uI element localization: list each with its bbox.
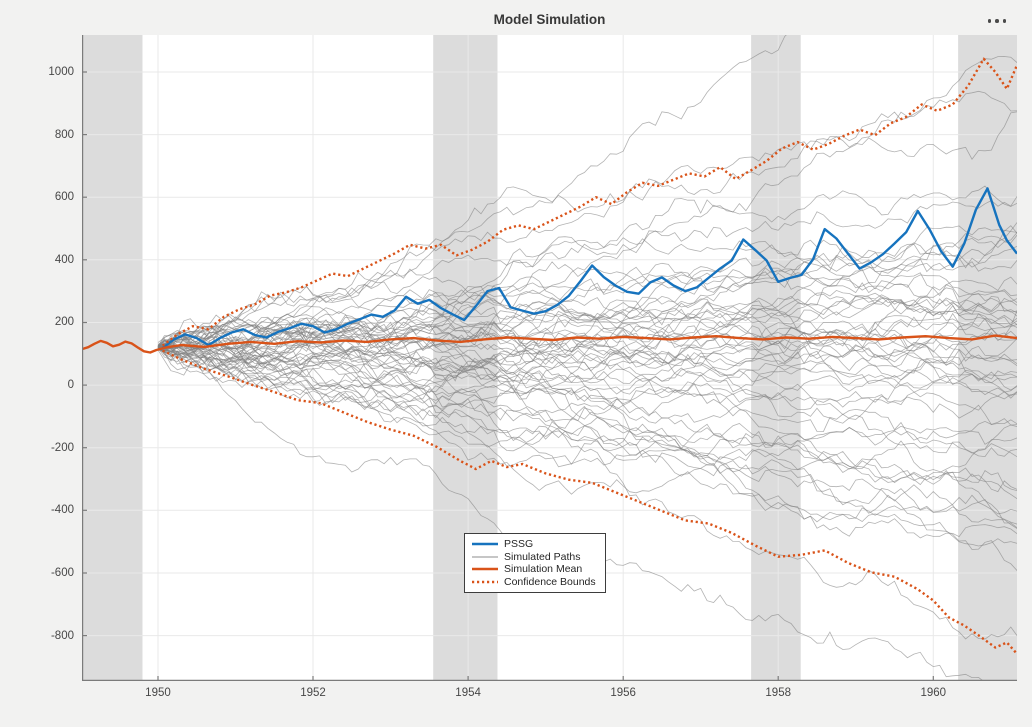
y-tick-label: 600: [54, 191, 74, 204]
recession-band: [82, 35, 143, 681]
plot-area[interactable]: [82, 35, 1017, 681]
simulated-path: [157, 294, 1017, 407]
simulated-path: [157, 289, 1017, 382]
legend-label: Simulation Mean: [504, 563, 583, 576]
simulated-path: [157, 225, 1017, 357]
simulated-path: [157, 322, 1017, 433]
x-tick-label: 1950: [145, 687, 171, 699]
simulated-path: [157, 221, 1017, 351]
series-pssg: [161, 187, 1017, 350]
legend-line-sample: [472, 556, 498, 558]
simulated-path: [157, 56, 1017, 348]
simulated-path: [157, 254, 1017, 370]
simulated-path: [157, 346, 1017, 539]
simulated-path: [157, 252, 1017, 357]
simulated-path: [157, 345, 1017, 547]
simulated-path: [157, 346, 1017, 410]
legend[interactable]: PSSG Simulated Paths Simulation Mean Confid…: [464, 533, 606, 593]
legend-label: PSSG: [504, 538, 534, 551]
simulated-path: [157, 344, 1017, 399]
series-observed-pssg-pre-sample-: [82, 339, 163, 354]
axes-spines: [82, 35, 1017, 681]
legend-item: Simulation Mean: [471, 563, 596, 576]
y-tick-label: -600: [50, 566, 74, 579]
ellipsis-icon: [995, 19, 999, 23]
y-tick-label: 200: [54, 316, 74, 329]
legend-item: Simulated Paths: [471, 551, 596, 564]
legend-label: Confidence Bounds: [504, 575, 596, 588]
simulated-path: [157, 349, 1017, 529]
y-tick-label: 400: [54, 253, 74, 266]
simulated-path: [157, 316, 1017, 367]
legend-line-sample: [472, 542, 498, 546]
legend-line-sample: [472, 567, 498, 571]
y-tick-label: 0: [67, 379, 74, 392]
named-series: [82, 57, 1017, 655]
simulated-path: [157, 90, 1017, 353]
chart-title: Model Simulation: [493, 12, 606, 27]
simulated-path: [157, 331, 1017, 572]
simulated-path: [157, 302, 1017, 371]
simulated-path: [157, 271, 1017, 363]
simulated-path: [157, 329, 1017, 493]
simulated-path: [157, 312, 1017, 373]
ellipsis-icon: [1002, 19, 1007, 23]
series-simulation-mean: [162, 334, 1017, 350]
simulated-path: [157, 348, 1017, 529]
simulated-path: [157, 317, 1017, 411]
simulated-path: [157, 347, 1017, 486]
y-tick-label: -800: [50, 629, 74, 642]
simulated-path: [157, 346, 984, 681]
legend-label: Simulated Paths: [504, 550, 581, 563]
simulated-path: [157, 325, 1017, 441]
simulated-path: [157, 195, 1017, 364]
simulated-path: [157, 185, 1017, 360]
more-options-button[interactable]: [982, 12, 1012, 30]
legend-item: PSSG: [471, 538, 596, 551]
x-tick-label: 1960: [920, 687, 947, 699]
y-tick-label: -400: [50, 504, 74, 517]
simulated-path: [157, 347, 1017, 500]
x-tick-label: 1958: [765, 687, 791, 699]
simulated-path: [157, 319, 1017, 408]
simulated-path: [157, 238, 1017, 347]
simulated-path: [157, 338, 1017, 399]
chart-canvas[interactable]: [82, 35, 1017, 681]
legend-item: Confidence Bounds: [471, 576, 596, 589]
ellipsis-icon: [987, 19, 992, 23]
series-confidence-bound-upper: [161, 57, 1017, 347]
x-tick-label: 1952: [300, 687, 326, 699]
simulated-path: [157, 347, 1017, 423]
legend-line-sample: [472, 580, 498, 584]
simulated-path: [157, 307, 1017, 389]
y-tick-label: 1000: [48, 65, 74, 78]
y-tick-label: 800: [54, 128, 74, 141]
simulated-path: [157, 299, 1017, 374]
series-confidence-bound-lower: [162, 349, 1017, 655]
simulated-path: [157, 111, 1017, 349]
simulated-path: [158, 35, 787, 358]
y-tick-label: -200: [50, 441, 74, 454]
simulated-path: [157, 343, 1017, 515]
simulated-path: [157, 328, 1017, 458]
simulated-path: [157, 338, 1017, 525]
x-tick-label: 1954: [455, 687, 481, 699]
x-tick-label: 1956: [610, 687, 636, 699]
